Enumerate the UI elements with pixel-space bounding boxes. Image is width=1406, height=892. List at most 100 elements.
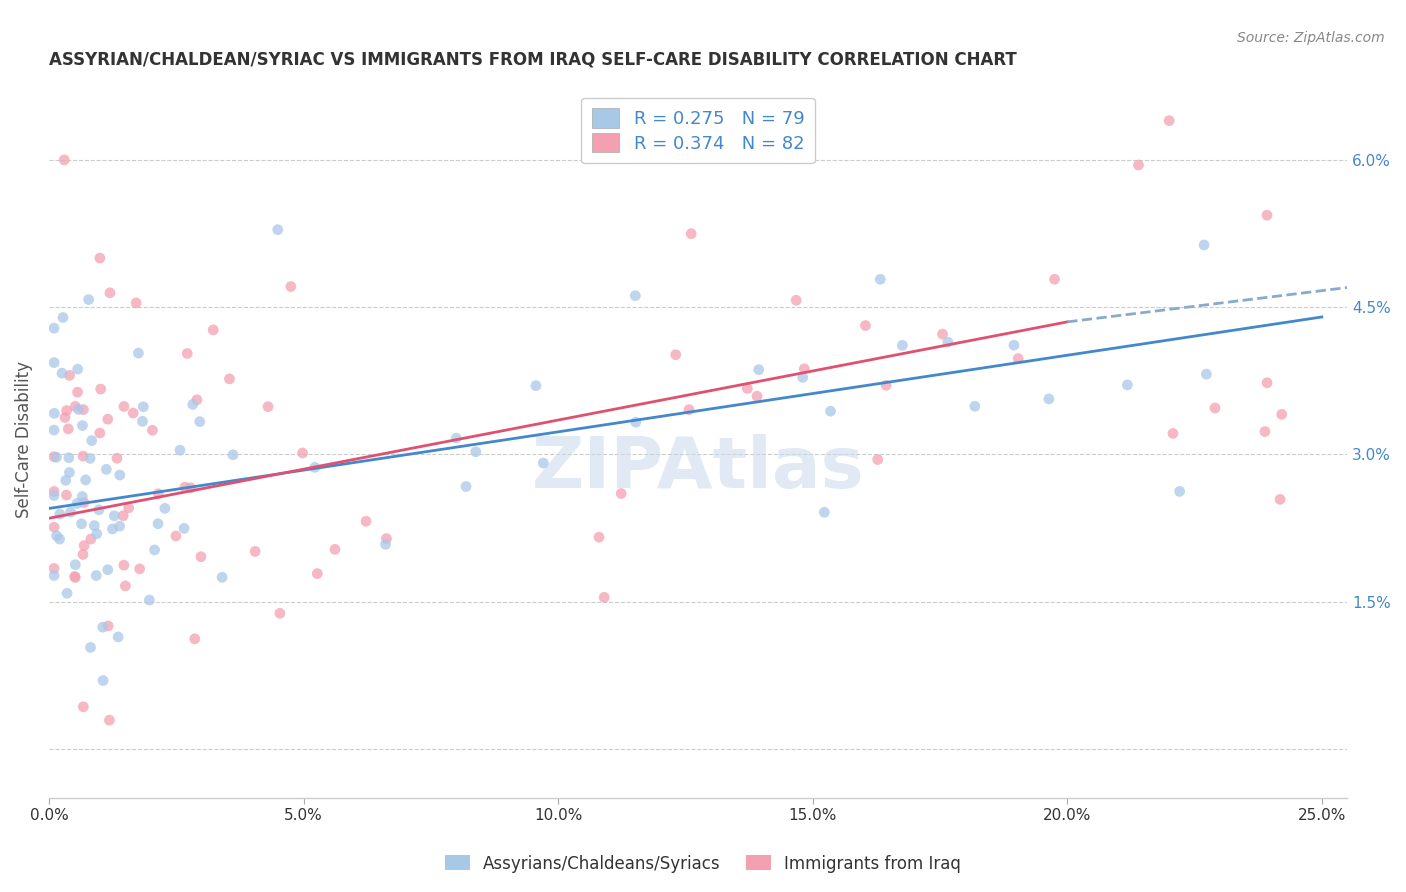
Point (1168, 484, 1191, 499)
Point (141, 423, 163, 437)
Point (98, 713, 121, 727)
Point (148, 487, 170, 501)
Point (665, 348, 688, 362)
Point (58, 450, 80, 465)
Point (307, 566, 329, 581)
Point (624, 415, 647, 429)
Point (108, 519, 131, 533)
Point (87, 503, 110, 517)
Point (464, 444, 486, 458)
Point (58, 368, 80, 383)
Point (531, 456, 554, 470)
Point (793, 361, 815, 376)
Point (51, 366, 73, 380)
Point (42, 568, 65, 582)
Point (374, 537, 396, 551)
Point (97, 619, 120, 633)
Point (55, 403, 77, 417)
Point (1192, 238, 1215, 252)
Point (84, 568, 107, 582)
Point (65, 570, 87, 584)
Point (748, 362, 770, 376)
Point (72, 699, 94, 714)
Point (737, 381, 759, 395)
Point (524, 378, 547, 392)
Point (169, 443, 191, 458)
Point (42, 423, 65, 437)
Point (44, 406, 66, 420)
Point (89, 251, 111, 265)
Point (243, 544, 266, 558)
Legend: Assyrians/Chaldeans/Syriacs, Immigrants from Iraq: Assyrians/Chaldeans/Syriacs, Immigrants … (439, 848, 967, 880)
Point (184, 632, 207, 646)
Point (1159, 113, 1181, 128)
Point (813, 505, 835, 519)
Point (190, 549, 212, 564)
Point (291, 446, 314, 460)
Point (1256, 208, 1278, 222)
Point (91, 673, 114, 688)
Point (188, 415, 211, 429)
Point (112, 400, 135, 414)
Point (891, 338, 914, 352)
Point (97, 563, 120, 577)
Point (1254, 425, 1277, 439)
Point (112, 558, 135, 573)
Point (103, 508, 125, 523)
Point (73, 495, 96, 509)
Point (97, 412, 120, 426)
Point (681, 227, 703, 241)
Point (855, 318, 877, 333)
Point (963, 399, 986, 413)
Point (52, 310, 75, 325)
Point (42, 484, 65, 499)
Point (165, 529, 187, 543)
Point (65, 400, 87, 414)
Point (96, 462, 118, 476)
Point (127, 346, 149, 360)
Point (593, 591, 616, 605)
Point (86, 526, 108, 541)
Point (53, 153, 76, 167)
Point (122, 406, 145, 420)
Point (75, 473, 97, 487)
Point (42, 561, 65, 575)
Point (42, 489, 65, 503)
Point (678, 402, 700, 417)
Point (936, 335, 959, 350)
Point (90, 382, 112, 396)
Legend: R = 0.275   N = 79, R = 0.374   N = 82: R = 0.275 N = 79, R = 0.374 N = 82 (581, 97, 815, 163)
Point (1128, 158, 1150, 172)
Point (66, 496, 89, 510)
Point (108, 468, 131, 483)
Point (101, 522, 124, 536)
Point (1002, 338, 1025, 352)
Point (42, 450, 65, 464)
Text: Source: ZipAtlas.com: Source: ZipAtlas.com (1237, 31, 1385, 45)
Point (70, 516, 93, 531)
Text: ZIPAtlas: ZIPAtlas (531, 434, 865, 503)
Point (58, 422, 80, 436)
Point (65, 558, 87, 572)
Point (143, 543, 166, 558)
Point (375, 532, 398, 546)
Point (49, 507, 72, 521)
Point (354, 514, 377, 528)
Point (132, 400, 155, 414)
Point (42, 520, 65, 534)
Point (138, 593, 160, 607)
Point (186, 392, 208, 407)
Point (117, 500, 139, 515)
Text: ASSYRIAN/CHALDEAN/SYRIAC VS IMMIGRANTS FROM IRAQ SELF-CARE DISABILITY CORRELATIO: ASSYRIAN/CHALDEAN/SYRIAC VS IMMIGRANTS F… (49, 51, 1017, 69)
Point (55, 474, 77, 488)
Point (1271, 408, 1294, 422)
Point (125, 296, 148, 310)
Point (42, 321, 65, 335)
Point (1268, 492, 1291, 507)
Point (875, 378, 897, 392)
Point (66, 362, 89, 376)
Point (257, 400, 280, 414)
Point (55, 488, 77, 502)
Point (1204, 401, 1226, 415)
Point (792, 370, 814, 384)
